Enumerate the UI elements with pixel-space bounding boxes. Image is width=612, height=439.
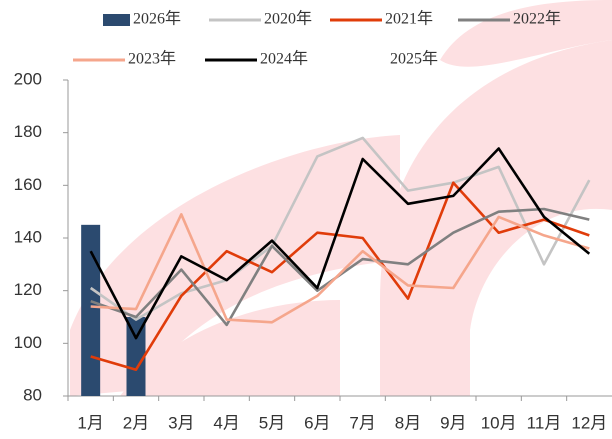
y-tick-label: 100 [14, 333, 42, 352]
x-tick-label: 9月 [440, 413, 466, 432]
bar [81, 225, 100, 396]
x-tick-label: 8月 [395, 413, 421, 432]
legend-label: 2023年 [128, 50, 176, 68]
x-tick-label: 7月 [349, 413, 375, 432]
legend-label: 2020年 [264, 10, 312, 28]
x-tick-label: 10月 [481, 413, 517, 432]
legend-swatch [103, 14, 130, 26]
x-tick-label: 5月 [259, 413, 285, 432]
x-tick-label: 6月 [304, 413, 330, 432]
chart: 80 100 120 140 160 180 200 1月 2月 3月 4月 5月 6月 7月 8月 9月 10… [0, 0, 612, 439]
legend-label: 2025年 [390, 50, 438, 68]
legend-label: 2022年 [513, 10, 561, 28]
y-tick-label: 200 [14, 69, 42, 88]
x-tick-label: 1月 [77, 413, 103, 432]
legend-label: 2021年 [385, 10, 433, 28]
legend-label: 2024年 [260, 50, 308, 68]
y-tick-label: 180 [14, 122, 42, 141]
x-tick-label: 3月 [168, 413, 194, 432]
x-tick-label: 12月 [571, 413, 607, 432]
y-tick-label: 140 [14, 227, 42, 246]
legend-label: 2026年 [133, 10, 181, 28]
page: {"chart_data": {"type": "combo", "catego… [0, 0, 612, 439]
y-tick-label: 120 [14, 280, 42, 299]
y-tick-label: 160 [14, 175, 42, 194]
x-tick-label: 2月 [123, 413, 149, 432]
x-tick-label: 11月 [527, 413, 562, 432]
y-tick-label: 80 [23, 385, 42, 404]
x-tick-label: 4月 [213, 413, 239, 432]
